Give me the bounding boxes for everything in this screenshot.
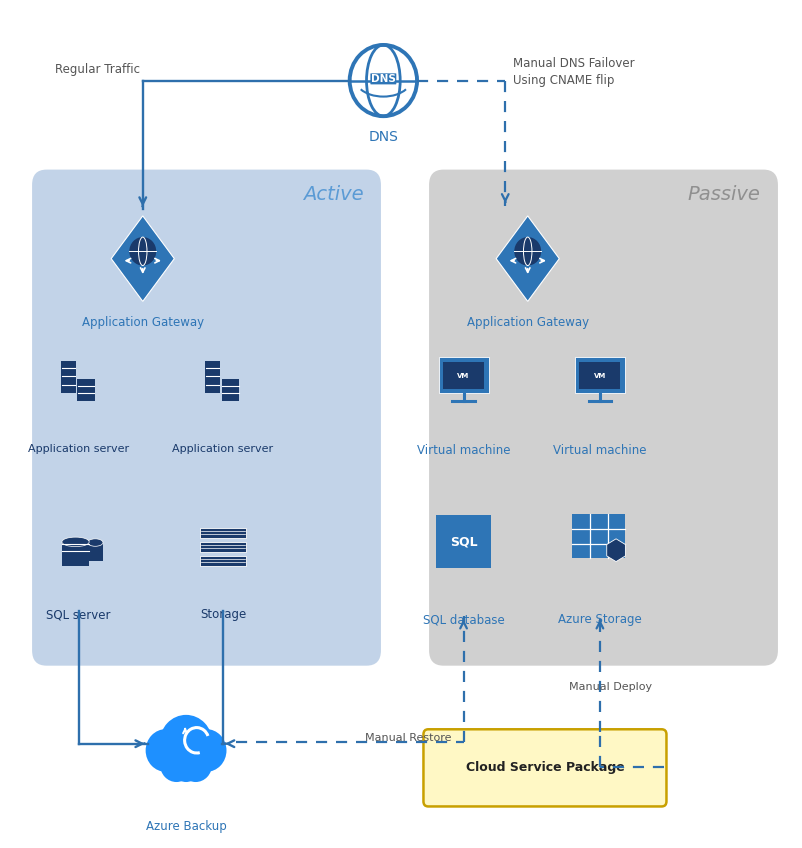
Text: Virtual machine: Virtual machine bbox=[417, 444, 510, 456]
Bar bbox=[221, 379, 240, 401]
Circle shape bbox=[160, 747, 192, 782]
Text: Virtual machine: Virtual machine bbox=[553, 444, 646, 456]
Circle shape bbox=[172, 751, 200, 782]
Bar bbox=[87, 543, 103, 561]
Text: Manual Deploy: Manual Deploy bbox=[569, 682, 653, 692]
Ellipse shape bbox=[87, 538, 103, 546]
Polygon shape bbox=[496, 216, 559, 301]
Text: Application server: Application server bbox=[28, 444, 129, 454]
Bar bbox=[579, 362, 621, 388]
Circle shape bbox=[180, 747, 212, 782]
Text: Active: Active bbox=[302, 185, 363, 204]
Circle shape bbox=[186, 729, 226, 772]
Text: Cloud Service Package: Cloud Service Package bbox=[466, 761, 625, 774]
Text: DNS: DNS bbox=[368, 130, 399, 144]
Text: SQL database: SQL database bbox=[423, 613, 504, 626]
Bar bbox=[77, 379, 95, 401]
Polygon shape bbox=[111, 216, 174, 301]
FancyBboxPatch shape bbox=[423, 729, 666, 806]
Bar bbox=[62, 542, 89, 566]
Text: DNS: DNS bbox=[371, 74, 396, 84]
Text: SQL server: SQL server bbox=[47, 608, 111, 621]
Bar bbox=[435, 516, 492, 568]
Text: VM: VM bbox=[593, 373, 606, 379]
Bar bbox=[61, 361, 75, 393]
Bar bbox=[443, 362, 484, 388]
FancyBboxPatch shape bbox=[32, 170, 381, 666]
Text: SQL: SQL bbox=[450, 535, 477, 548]
Circle shape bbox=[129, 237, 156, 265]
Text: Manual Restore: Manual Restore bbox=[365, 733, 452, 743]
Bar bbox=[200, 542, 246, 552]
Text: Application Gateway: Application Gateway bbox=[467, 316, 589, 329]
Bar bbox=[439, 357, 488, 393]
Ellipse shape bbox=[62, 537, 89, 547]
Circle shape bbox=[514, 237, 541, 265]
Bar bbox=[205, 361, 220, 393]
Bar bbox=[572, 515, 626, 558]
Text: Azure Backup: Azure Backup bbox=[146, 820, 226, 833]
Bar bbox=[200, 555, 246, 566]
Bar bbox=[200, 527, 246, 538]
Bar bbox=[575, 357, 625, 393]
Circle shape bbox=[160, 715, 213, 771]
Circle shape bbox=[146, 729, 186, 772]
Text: Azure Storage: Azure Storage bbox=[558, 613, 642, 626]
Text: Passive: Passive bbox=[687, 185, 760, 204]
FancyBboxPatch shape bbox=[429, 170, 778, 666]
Text: Regular Traffic: Regular Traffic bbox=[55, 64, 140, 76]
Text: Application Gateway: Application Gateway bbox=[82, 316, 204, 329]
Text: Manual DNS Failover
Using CNAME flip: Manual DNS Failover Using CNAME flip bbox=[513, 57, 635, 87]
Polygon shape bbox=[607, 538, 626, 561]
Text: Storage: Storage bbox=[200, 608, 246, 621]
Text: Application server: Application server bbox=[172, 444, 273, 454]
Text: VM: VM bbox=[457, 373, 470, 379]
